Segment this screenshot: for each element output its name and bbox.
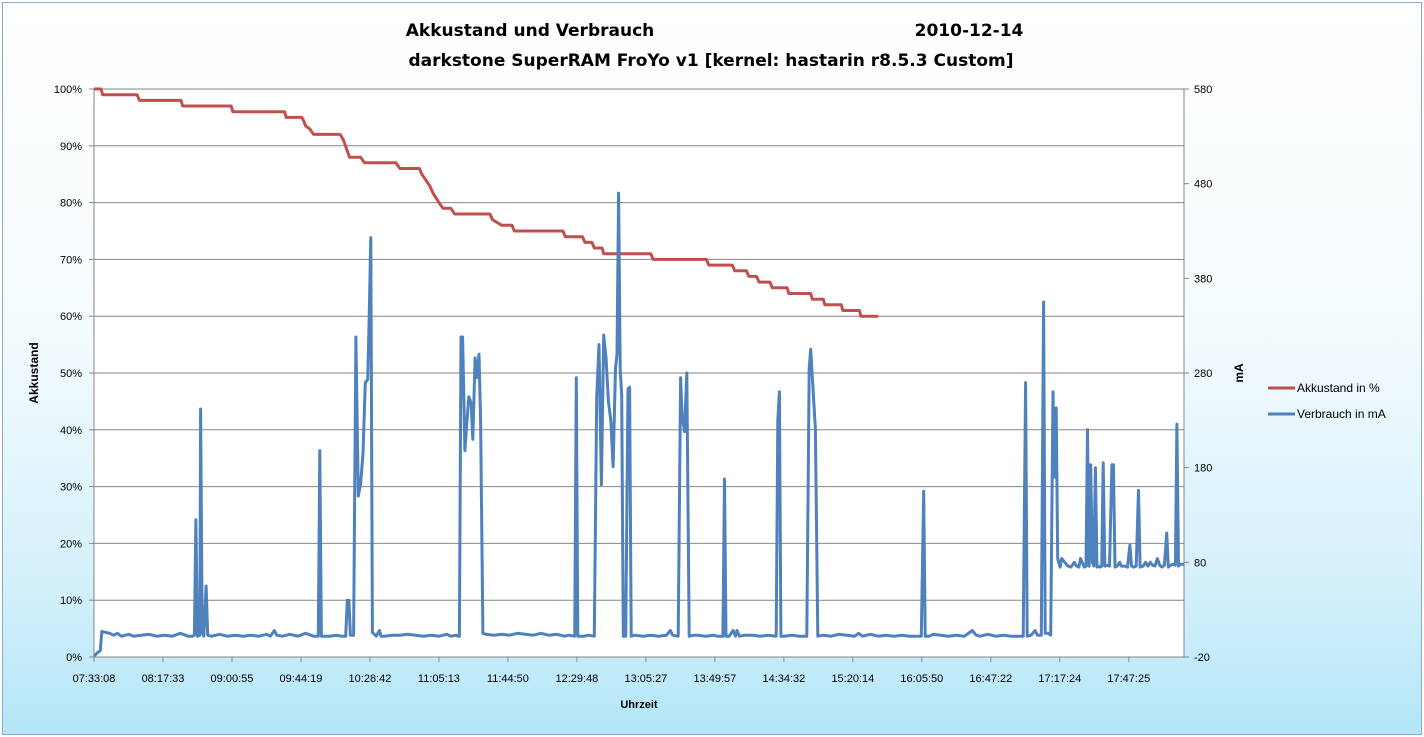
y-tick-label: 50% [60, 368, 82, 380]
y2-axis-ticks: -20 80 180 280 380 480 580 [1184, 84, 1212, 664]
legend-label-verbrauch: Verbrauch in mA [1297, 407, 1386, 421]
x-tick-label: 08:17:33 [142, 673, 185, 685]
y2-axis-title: mA [1232, 363, 1246, 383]
y-axis-title: Akkustand [27, 342, 41, 403]
x-tick-label: 09:00:55 [211, 673, 254, 685]
x-axis-title: Uhrzeit [620, 699, 658, 711]
chart-title: Akkustand und Verbrauch [406, 21, 655, 41]
x-tick-label: 11:05:13 [418, 673, 460, 685]
y-tick-label: 10% [60, 595, 82, 607]
legend-label-akkustand: Akkustand in % [1297, 381, 1380, 395]
series-line-akkustand [94, 87, 879, 318]
y-tick-label: 60% [60, 311, 82, 323]
legend: Akkustand in % Verbrauch in mA [1268, 381, 1386, 421]
x-tick-label: 07:33:08 [73, 673, 116, 685]
y-tick-label: 80% [60, 198, 82, 210]
x-tick-label: 12:29:48 [555, 673, 598, 685]
x-tick-label: 16:05:50 [900, 673, 943, 685]
y-tick-label: 100% [54, 84, 82, 96]
gridlines [94, 88, 1184, 601]
y2-tick-label: 480 [1194, 179, 1212, 191]
x-tick-label: 13:49:57 [693, 673, 736, 685]
chart-date: 2010-12-14 [915, 21, 1024, 41]
x-tick-label: 17:47:25 [1107, 673, 1150, 685]
x-axis-ticks: 07:33:08 08:17:33 09:00:55 09:44:19 10:28:42… [73, 657, 1150, 685]
x-tick-label: 09:44:19 [280, 673, 323, 685]
y2-tick-label: -20 [1194, 652, 1210, 664]
series-lines [92, 87, 1184, 658]
x-tick-label: 14:34:32 [762, 673, 805, 685]
y2-tick-label: 180 [1194, 463, 1212, 475]
y-tick-label: 70% [60, 254, 82, 266]
y2-tick-label: 80 [1194, 557, 1206, 569]
y-tick-label: 20% [60, 538, 82, 550]
y2-tick-label: 380 [1194, 273, 1212, 285]
x-tick-label: 17:17:24 [1038, 673, 1081, 685]
x-tick-label: 10:28:42 [349, 673, 392, 685]
series-line-verbrauch [92, 191, 1184, 658]
x-tick-label: 11:44:50 [487, 673, 529, 685]
y-tick-label: 90% [60, 141, 82, 153]
chart-subtitle: darkstone SuperRAM FroYo v1 [kernel: has… [408, 51, 1013, 71]
x-tick-label: 16:47:22 [969, 673, 1012, 685]
y-tick-label: 30% [60, 482, 82, 494]
y-tick-label: 40% [60, 425, 82, 437]
x-tick-label: 13:05:27 [624, 673, 667, 685]
y-axis-ticks: 0% 10% 20% 30% 40% 50% 60% 70% 80% 90% 100% [54, 84, 94, 664]
y-tick-label: 0% [66, 652, 82, 664]
y2-tick-label: 580 [1194, 84, 1212, 96]
x-tick-label: 15:20:14 [831, 673, 874, 685]
y2-tick-label: 280 [1194, 368, 1212, 380]
